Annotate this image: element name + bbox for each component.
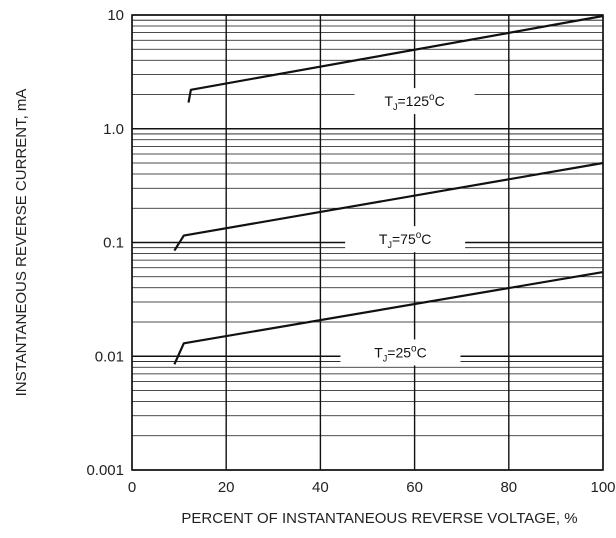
- series-label-box: [340, 339, 461, 366]
- series-label-part: =75: [392, 231, 416, 247]
- x-tick-label: 100: [590, 479, 615, 496]
- series-label-part: C: [435, 93, 445, 109]
- series-label: TJ=75oC: [379, 230, 432, 250]
- series-label-part: T: [379, 231, 388, 247]
- y-axis-label: INSTANTANEOUS REVERSE CURRENT, mA: [13, 89, 30, 397]
- plot-frame: [131, 14, 604, 471]
- series-label-part: o: [416, 230, 422, 241]
- series-label-part: J: [393, 102, 398, 112]
- series-label: TJ=125oC: [384, 92, 444, 112]
- series-line: [187, 14, 604, 103]
- series-label: TJ=25oC: [374, 343, 427, 363]
- series-label-part: =125: [398, 93, 430, 109]
- x-tick-label: 60: [406, 479, 423, 496]
- x-axis-label: PERCENT OF INSTANTANEOUS REVERSE VOLTAGE…: [181, 510, 577, 527]
- series-label-part: o: [429, 92, 435, 103]
- series-line: [173, 161, 604, 252]
- x-tick-label: 20: [218, 479, 235, 496]
- series-label-box: [354, 88, 475, 115]
- series-label-part: o: [411, 343, 417, 354]
- series-line: [173, 270, 604, 365]
- x-tick-label: 40: [312, 479, 329, 496]
- series-label-part: T: [374, 344, 383, 360]
- x-tick-label: 0: [128, 479, 136, 496]
- y-tick-label: 10: [107, 7, 124, 24]
- series-label-part: J: [387, 240, 392, 250]
- series-label-part: C: [421, 231, 431, 247]
- series-label-part: T: [384, 93, 393, 109]
- series-label-box: [345, 226, 466, 253]
- y-tick-label: 0.1: [103, 235, 124, 252]
- y-tick-label: 0.01: [95, 348, 124, 365]
- series-label-part: J: [383, 353, 388, 363]
- y-tick-label: 0.001: [86, 462, 124, 479]
- y-tick-label: 1.0: [103, 121, 124, 138]
- series-label-part: C: [417, 344, 427, 360]
- x-tick-label: 80: [500, 479, 517, 496]
- tick-labels: 0 20 40 60 80 100 0.001 0.01 0.1 1.0 10: [86, 7, 615, 496]
- series-label-part: =25: [387, 344, 411, 360]
